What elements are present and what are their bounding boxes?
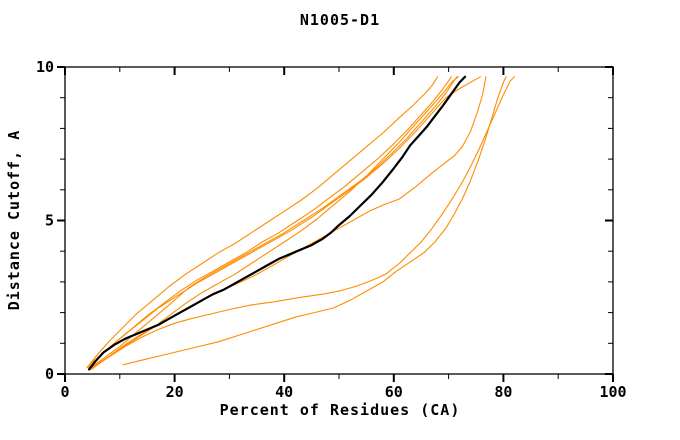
x-tick-label: 20 [166, 383, 184, 401]
y-tick-label: 10 [36, 58, 54, 76]
curve-reference-6 [90, 76, 487, 370]
curve-model-black [87, 75, 467, 371]
x-tick-label: 80 [494, 383, 512, 401]
x-tick-label: 60 [385, 383, 403, 401]
curve-reference-1 [86, 76, 439, 369]
curve-reference-8-outlier [122, 76, 507, 366]
curve-reference-3 [89, 76, 458, 369]
plot-frame [64, 66, 614, 375]
curve-reference-5 [87, 76, 481, 367]
chart-title: N1005-D1 [299, 11, 381, 29]
x-tick-label: 0 [60, 383, 69, 401]
curve-reference-2 [88, 76, 452, 369]
x-tick-label: 40 [275, 383, 293, 401]
y-tick-label: 0 [45, 365, 54, 383]
y-tick-label: 5 [45, 212, 54, 230]
x-axis-label: Percent of Residues (CA) [219, 401, 461, 419]
curve-reference-7 [91, 76, 515, 369]
x-tick-label: 100 [599, 383, 626, 401]
y-axis-label-text: Distance Cutoff, A [5, 129, 23, 311]
